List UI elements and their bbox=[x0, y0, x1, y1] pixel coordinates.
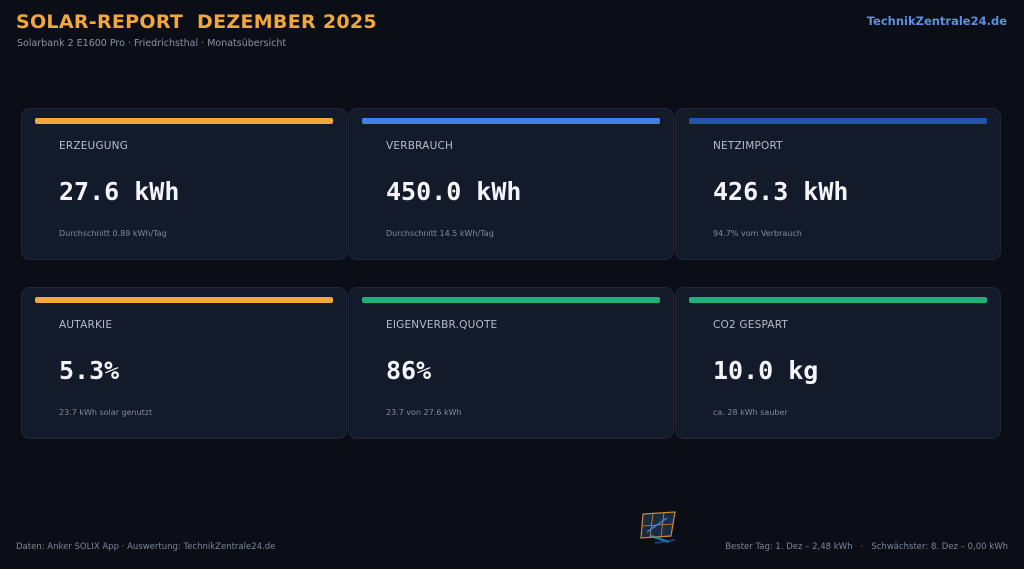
card-accent-bar bbox=[362, 118, 660, 124]
card-label: AUTARKIE bbox=[59, 319, 113, 331]
card-accent-bar bbox=[35, 297, 333, 303]
card-value: 5.3% bbox=[59, 356, 120, 385]
card-label: NETZIMPORT bbox=[713, 140, 783, 152]
card-accent-bar bbox=[35, 118, 333, 124]
card-value: 86% bbox=[386, 356, 432, 385]
brand-name: TechnikZentrale24.de bbox=[866, 14, 1007, 28]
footer-source: Daten: Anker SOLIX App · Auswertung: Tec… bbox=[16, 542, 276, 552]
card-co2-gespart: CO2 GESPART 10.0 kg ca. 28 kWh sauber bbox=[675, 287, 1001, 439]
footer-stats: Bester Tag: 1. Dez – 2,48 kWh · Schwächs… bbox=[725, 542, 1008, 552]
page-subtitle: Solarbank 2 E1600 Pro · Friedrichsthal ·… bbox=[17, 38, 287, 49]
card-erzeugung: ERZEUGUNG 27.6 kWh Durchschnitt 0.89 kWh… bbox=[21, 108, 347, 260]
solar-panel-logo-icon bbox=[640, 511, 676, 544]
card-label: VERBRAUCH bbox=[386, 140, 454, 152]
card-verbrauch: VERBRAUCH 450.0 kWh Durchschnitt 14.5 kW… bbox=[348, 108, 674, 260]
card-note: 23.7 von 27.6 kWh bbox=[386, 408, 462, 417]
card-value: 450.0 kWh bbox=[386, 177, 522, 206]
card-autarkie: AUTARKIE 5.3% 23.7 kWh solar genutzt bbox=[21, 287, 347, 439]
card-label: EIGENVERBR.QUOTE bbox=[386, 319, 498, 331]
card-label: CO2 GESPART bbox=[713, 319, 789, 331]
card-value: 426.3 kWh bbox=[713, 177, 849, 206]
card-label: ERZEUGUNG bbox=[59, 140, 129, 152]
card-netzimport: NETZIMPORT 426.3 kWh 94.7% vom Verbrauch bbox=[675, 108, 1001, 260]
card-value: 27.6 kWh bbox=[59, 177, 180, 206]
card-accent-bar bbox=[362, 297, 660, 303]
card-eigenverbrauchsquote: EIGENVERBR.QUOTE 86% 23.7 von 27.6 kWh bbox=[348, 287, 674, 439]
card-note: Durchschnitt 14.5 kWh/Tag bbox=[386, 229, 494, 238]
card-accent-bar bbox=[689, 297, 987, 303]
card-accent-bar bbox=[689, 118, 987, 124]
card-note: 94.7% vom Verbrauch bbox=[713, 229, 802, 238]
card-note: ca. 28 kWh sauber bbox=[713, 408, 788, 417]
card-note: 23.7 kWh solar genutzt bbox=[59, 408, 153, 417]
page-title: SOLAR-REPORT DEZEMBER 2025 bbox=[16, 11, 377, 33]
card-note: Durchschnitt 0.89 kWh/Tag bbox=[59, 229, 167, 238]
card-value: 10.0 kg bbox=[713, 356, 819, 385]
